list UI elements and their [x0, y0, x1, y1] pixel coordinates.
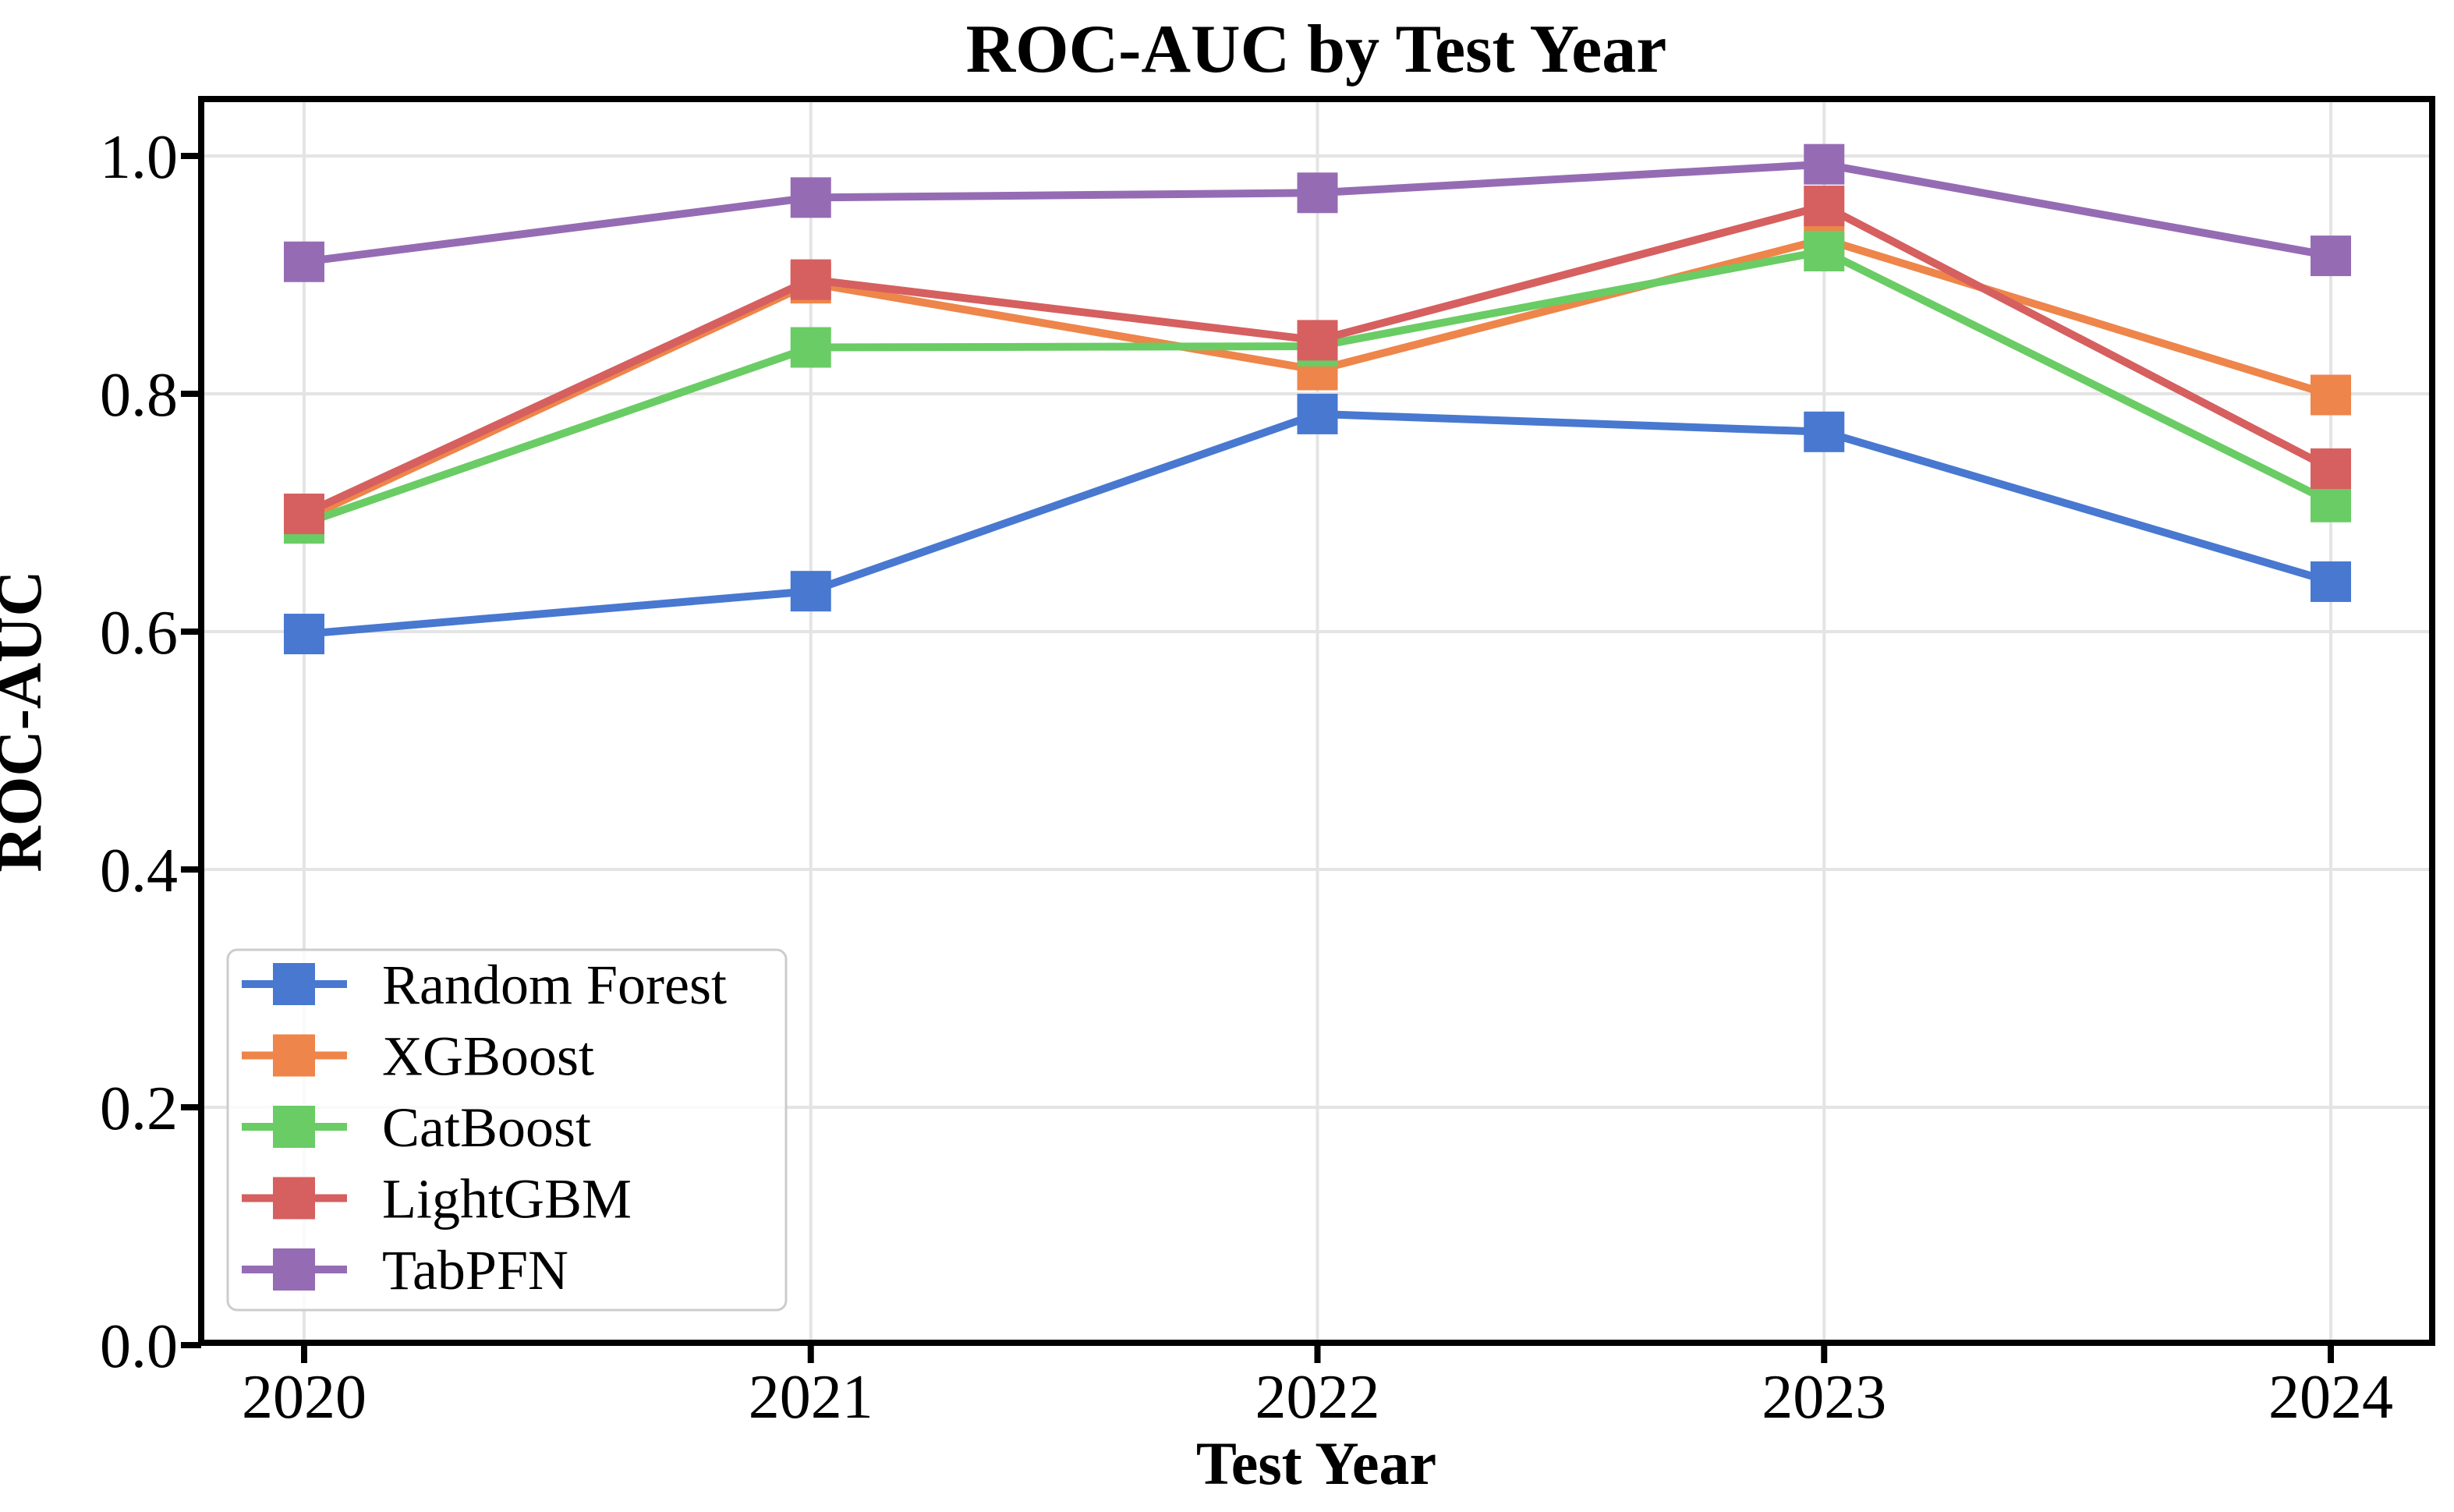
legend-label-random-forest: Random Forest [382, 954, 727, 1016]
x-tick-label-2021: 2021 [749, 1363, 873, 1432]
legend-item-tabpfn: TabPFN [242, 1239, 568, 1301]
marker-lightgbm-2022 [1297, 320, 1338, 361]
y-tick-label-0.0: 0.0 [100, 1312, 178, 1381]
y-tick-label-0.4: 0.4 [100, 837, 178, 905]
series-random-forest [284, 393, 2351, 655]
x-axis-label: Test Year [1196, 1429, 1436, 1497]
marker-lightgbm-2024 [2311, 448, 2351, 490]
legend-item-catboost: CatBoost [242, 1096, 591, 1159]
series-lightgbm [284, 186, 2351, 535]
legend-item-random-forest: Random Forest [242, 954, 727, 1016]
marker-random-forest-2023 [1804, 411, 1845, 452]
chart-title: ROC-AUC by Test Year [966, 12, 1667, 87]
marker-xgboost-2024 [2311, 374, 2351, 416]
y-tick-label-1.0: 1.0 [100, 123, 178, 192]
series-tabpfn [284, 143, 2351, 282]
marker-random-forest-2022 [1297, 393, 1338, 434]
legend-label-lightgbm: LightGBM [382, 1168, 632, 1230]
y-tick-label-0.2: 0.2 [100, 1075, 178, 1143]
legend-label-catboost: CatBoost [382, 1096, 591, 1159]
marker-random-forest-2021 [790, 571, 831, 612]
legend-box [226, 948, 788, 1312]
marker-tabpfn-2023 [1804, 143, 1845, 185]
marker-tabpfn-2024 [2311, 235, 2351, 277]
y-axis-label: ROC-AUC [0, 570, 55, 872]
legend-item-xgboost: XGBoost [242, 1025, 594, 1088]
legend-swatch-lightgbm [273, 1177, 315, 1220]
marker-catboost-2023 [1804, 231, 1845, 271]
marker-lightgbm-2020 [284, 494, 324, 535]
x-tick-label-2020: 2020 [242, 1363, 367, 1432]
marker-tabpfn-2021 [790, 177, 831, 218]
legend-swatch-tabpfn [273, 1248, 315, 1291]
x-tick-label-2023: 2023 [1762, 1363, 1886, 1432]
tick-marks [181, 153, 2334, 1363]
y-tick-label-0.6: 0.6 [100, 599, 178, 667]
marker-catboost-2021 [790, 327, 831, 368]
marker-tabpfn-2022 [1297, 172, 1338, 214]
legend-item-lightgbm: LightGBM [242, 1168, 632, 1230]
marker-random-forest-2024 [2311, 561, 2351, 602]
tick-labels: 0.0 0.2 0.4 0.6 0.8 1.0 2020 2021 2022 2023 2024 [100, 123, 2393, 1432]
marker-random-forest-2020 [284, 614, 324, 655]
y-tick-label-0.8: 0.8 [100, 361, 178, 430]
legend-swatch-xgboost [273, 1034, 315, 1077]
marker-lightgbm-2023 [1804, 186, 1845, 227]
legend-swatch-catboost [273, 1106, 315, 1148]
x-tick-label-2022: 2022 [1255, 1363, 1380, 1432]
legend-label-xgboost: XGBoost [382, 1025, 594, 1088]
marker-lightgbm-2021 [790, 259, 831, 300]
x-tick-label-2024: 2024 [2268, 1363, 2393, 1432]
legend: Random Forest XGBoost CatBoost LightGBM TabP… [226, 948, 788, 1312]
legend-label-tabpfn: TabPFN [382, 1239, 568, 1301]
legend-swatch-random-forest [273, 963, 315, 1005]
marker-tabpfn-2020 [284, 241, 324, 282]
